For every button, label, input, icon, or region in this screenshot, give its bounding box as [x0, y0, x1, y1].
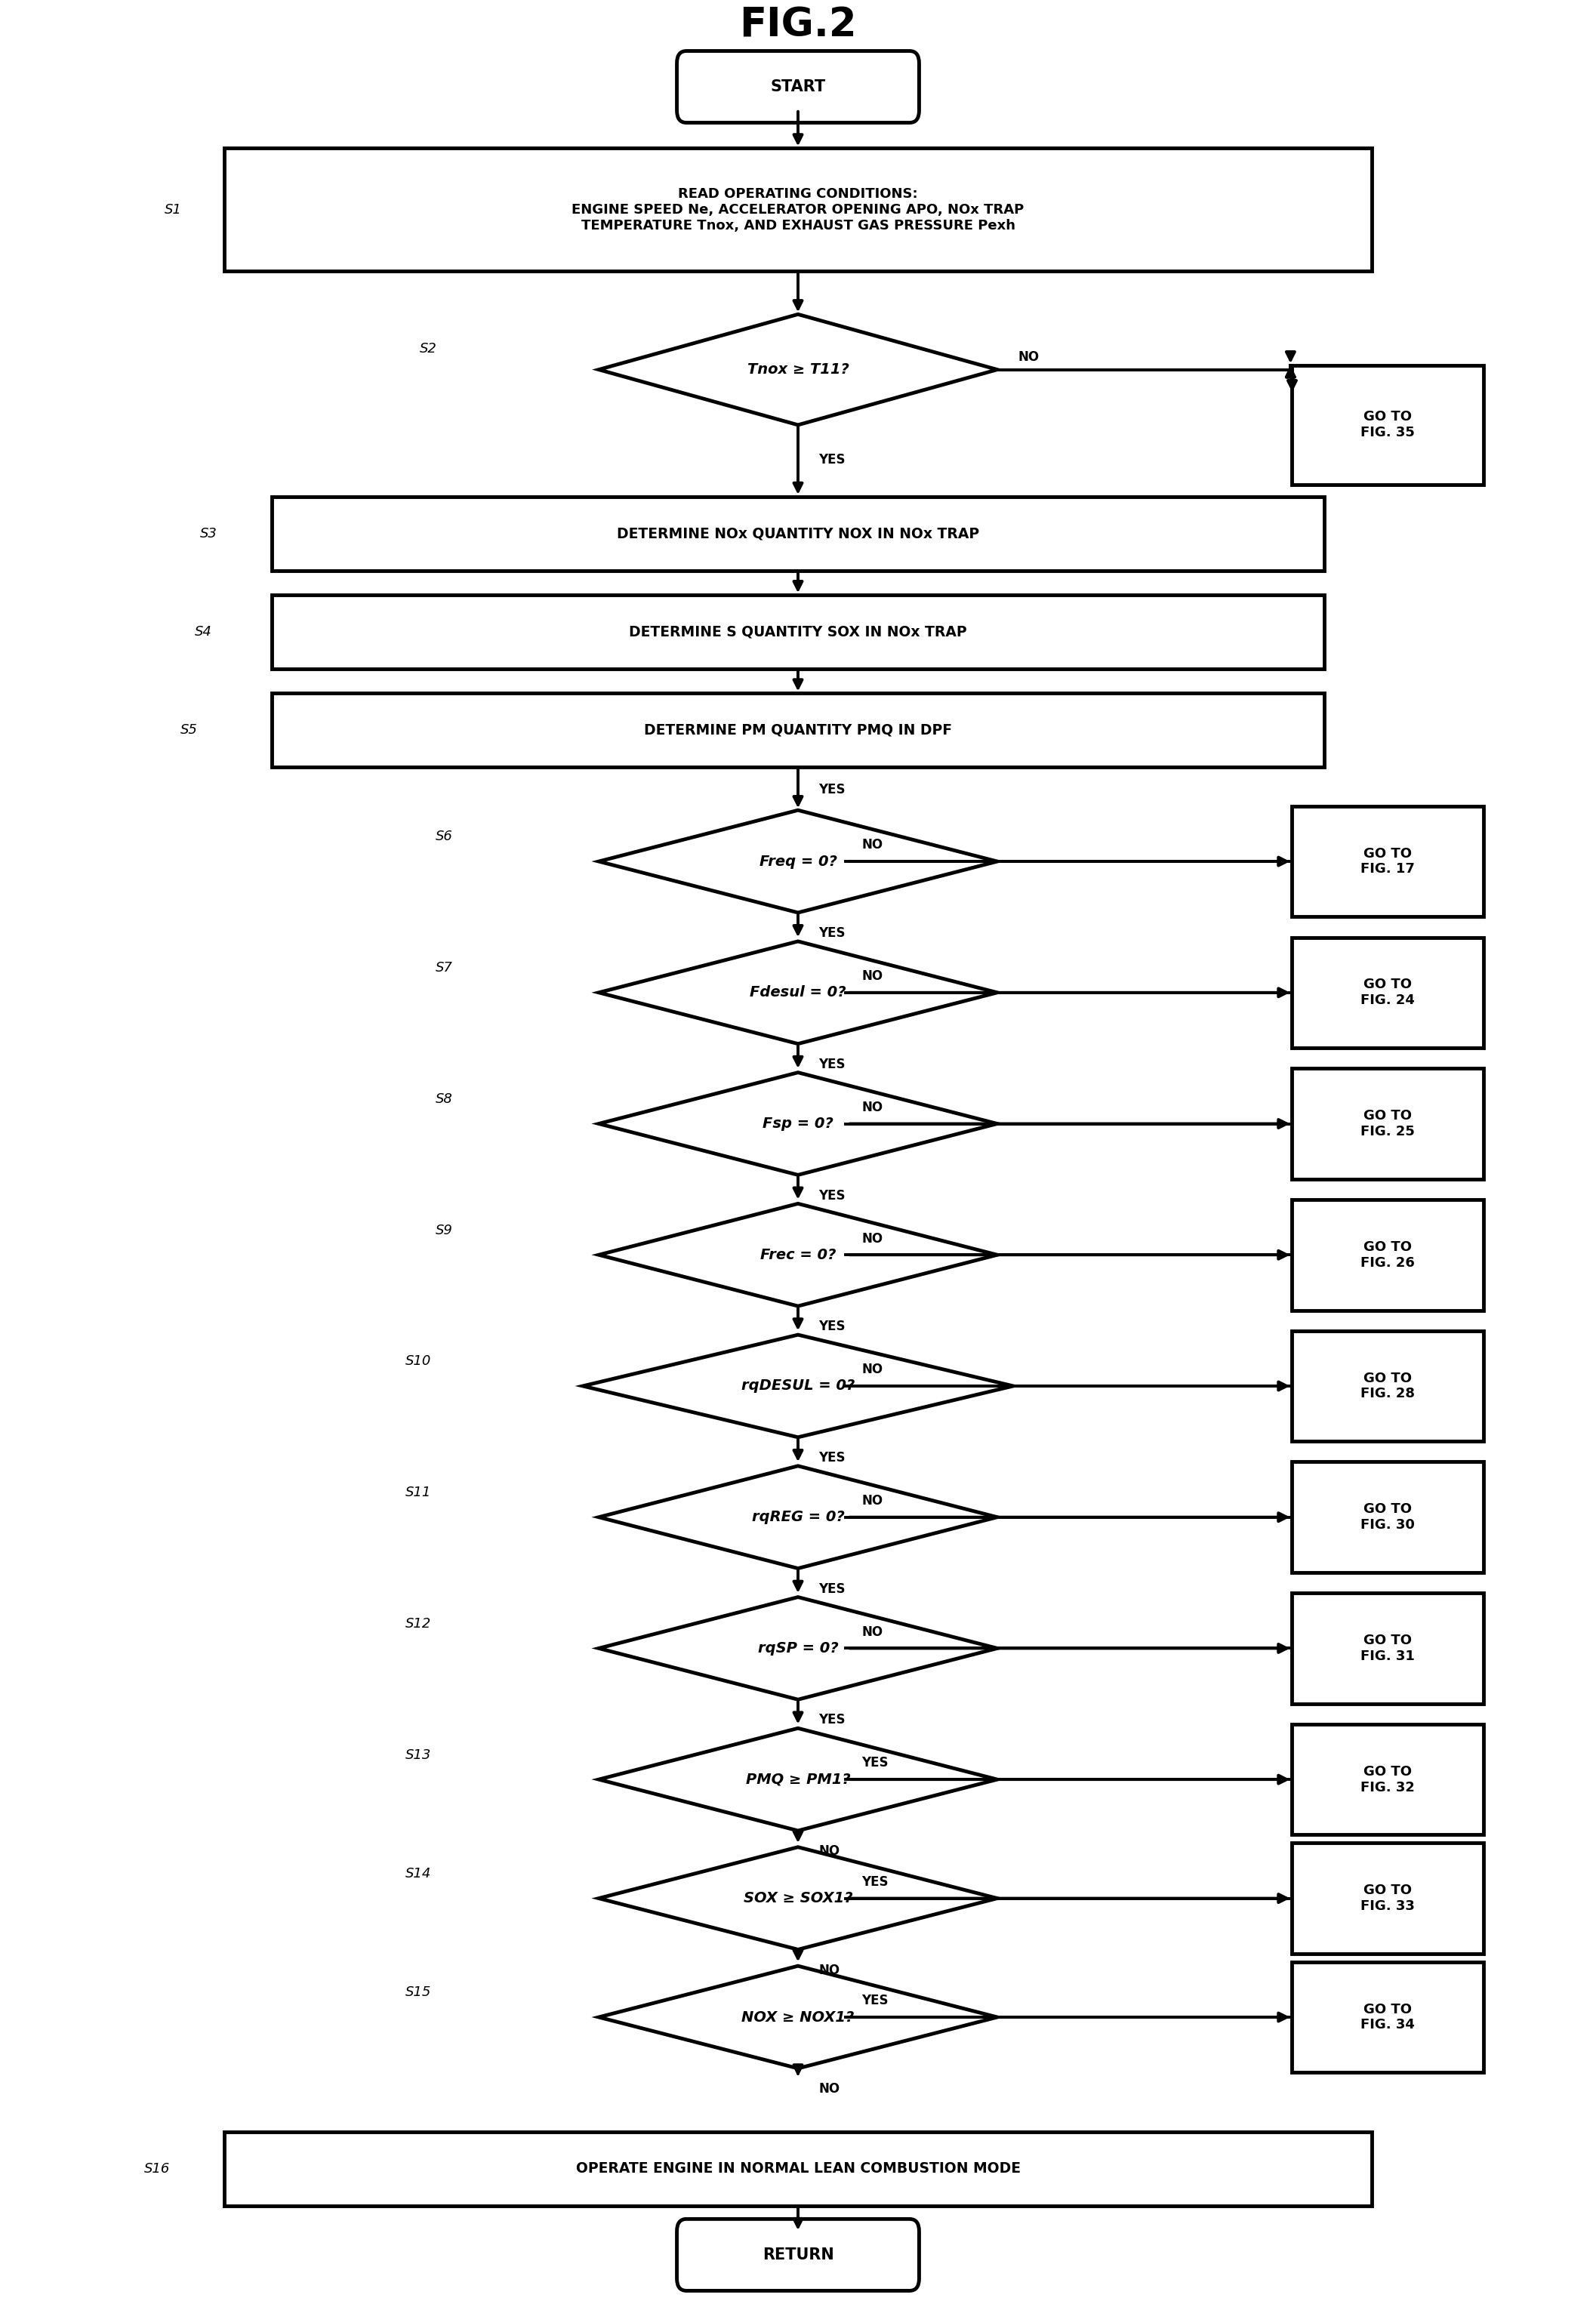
Bar	[1293, 366, 1483, 486]
Text: NOX ≥ NOX1?: NOX ≥ NOX1?	[742, 2011, 854, 2025]
Text: GO TO
FIG. 30: GO TO FIG. 30	[1361, 1503, 1416, 1532]
Bar	[1293, 1963, 1483, 2073]
Text: DETERMINE S QUANTITY SOX IN NOx TRAP: DETERMINE S QUANTITY SOX IN NOx TRAP	[629, 626, 967, 640]
Text: S10: S10	[405, 1355, 431, 1369]
Polygon shape	[598, 315, 998, 426]
Text: rqSP = 0?: rqSP = 0?	[758, 1641, 838, 1654]
Text: START: START	[771, 78, 825, 94]
Text: S16: S16	[144, 2163, 171, 2177]
Text: YES: YES	[819, 927, 846, 939]
Text: S12: S12	[405, 1618, 431, 1631]
Bar	[271, 596, 1325, 670]
Polygon shape	[598, 1597, 998, 1700]
Text: DETERMINE NOx QUANTITY NOX IN NOx TRAP: DETERMINE NOx QUANTITY NOX IN NOx TRAP	[616, 527, 980, 541]
Text: YES: YES	[819, 1452, 846, 1463]
Text: NO: NO	[862, 1231, 883, 1245]
Text: GO TO
FIG. 26: GO TO FIG. 26	[1361, 1240, 1416, 1270]
Text: Tnox ≥ T11?: Tnox ≥ T11?	[747, 364, 849, 377]
Text: NO: NO	[862, 1625, 883, 1638]
Polygon shape	[598, 1072, 998, 1176]
Polygon shape	[598, 1848, 998, 1949]
Polygon shape	[598, 1728, 998, 1832]
Text: NO: NO	[862, 1100, 883, 1114]
Bar	[1293, 1330, 1483, 1440]
Text: S6: S6	[436, 831, 453, 844]
Text: NO: NO	[862, 969, 883, 983]
Text: S7: S7	[436, 962, 453, 976]
Bar	[1293, 1461, 1483, 1572]
Text: Frec = 0?: Frec = 0?	[760, 1247, 836, 1261]
Text: S5: S5	[180, 723, 198, 736]
Text: GO TO
FIG. 31: GO TO FIG. 31	[1361, 1634, 1416, 1664]
Text: S11: S11	[405, 1486, 431, 1500]
Bar	[1293, 1723, 1483, 1834]
Text: GO TO
FIG. 17: GO TO FIG. 17	[1361, 847, 1416, 877]
Text: Freq = 0?: Freq = 0?	[760, 854, 836, 867]
Polygon shape	[598, 941, 998, 1045]
Text: GO TO
FIG. 35: GO TO FIG. 35	[1361, 410, 1416, 439]
Polygon shape	[598, 1466, 998, 1569]
Text: NO: NO	[819, 1963, 839, 1977]
Text: READ OPERATING CONDITIONS:
ENGINE SPEED Ne, ACCELERATOR OPENING APO, NOx TRAP
TE: READ OPERATING CONDITIONS: ENGINE SPEED …	[571, 186, 1025, 232]
Text: S9: S9	[436, 1224, 453, 1238]
Bar	[1293, 937, 1483, 1047]
Bar	[1293, 1068, 1483, 1178]
Text: YES: YES	[819, 1583, 846, 1595]
Text: S8: S8	[436, 1093, 453, 1107]
Text: YES: YES	[862, 1995, 889, 2006]
Text: GO TO
FIG. 24: GO TO FIG. 24	[1361, 978, 1416, 1008]
Bar	[271, 497, 1325, 571]
Polygon shape	[598, 1203, 998, 1307]
Text: S13: S13	[405, 1749, 431, 1763]
Text: OPERATE ENGINE IN NORMAL LEAN COMBUSTION MODE: OPERATE ENGINE IN NORMAL LEAN COMBUSTION…	[576, 2161, 1020, 2177]
Bar	[1293, 805, 1483, 916]
Bar	[1293, 1199, 1483, 1309]
Text: Fdesul = 0?: Fdesul = 0?	[750, 985, 846, 999]
Text: NO: NO	[862, 838, 883, 851]
Text: GO TO
FIG. 34: GO TO FIG. 34	[1361, 2002, 1416, 2032]
Text: YES: YES	[862, 1875, 889, 1889]
Text: FIG.2: FIG.2	[739, 5, 857, 46]
Text: YES: YES	[819, 1058, 846, 1070]
Text: YES: YES	[862, 1756, 889, 1769]
Text: NO: NO	[862, 1362, 883, 1376]
Text: NO: NO	[1018, 350, 1039, 364]
Text: Fsp = 0?: Fsp = 0?	[763, 1116, 833, 1130]
Text: S2: S2	[420, 343, 437, 357]
Text: GO TO
FIG. 33: GO TO FIG. 33	[1361, 1885, 1416, 1912]
FancyBboxPatch shape	[677, 2218, 919, 2292]
Text: NO: NO	[819, 2082, 839, 2096]
Text: YES: YES	[819, 1190, 846, 1201]
Text: rqREG = 0?: rqREG = 0?	[752, 1509, 844, 1523]
Bar	[223, 147, 1373, 272]
Text: S14: S14	[405, 1866, 431, 1880]
Bar	[1293, 1843, 1483, 1954]
Text: S1: S1	[164, 202, 182, 216]
Text: YES: YES	[819, 453, 846, 467]
Text: NO: NO	[819, 1845, 839, 1857]
FancyBboxPatch shape	[677, 51, 919, 122]
Text: DETERMINE PM QUANTITY PMQ IN DPF: DETERMINE PM QUANTITY PMQ IN DPF	[643, 723, 953, 736]
Text: RETURN: RETURN	[763, 2248, 833, 2262]
Text: NO: NO	[862, 1493, 883, 1507]
Polygon shape	[598, 810, 998, 913]
Text: YES: YES	[819, 1714, 846, 1726]
Polygon shape	[598, 1965, 998, 2069]
Text: GO TO
FIG. 28: GO TO FIG. 28	[1360, 1371, 1416, 1401]
Text: YES: YES	[819, 1321, 846, 1332]
Text: PMQ ≥ PM1?: PMQ ≥ PM1?	[745, 1772, 851, 1786]
Bar	[271, 693, 1325, 766]
Bar	[1293, 1592, 1483, 1703]
Text: S15: S15	[405, 1986, 431, 2000]
Text: S4: S4	[195, 626, 212, 640]
Bar	[223, 2133, 1373, 2207]
Text: YES: YES	[819, 782, 846, 796]
Polygon shape	[583, 1335, 1013, 1438]
Text: S3: S3	[200, 527, 217, 541]
Text: GO TO
FIG. 25: GO TO FIG. 25	[1361, 1109, 1416, 1139]
Text: GO TO
FIG. 32: GO TO FIG. 32	[1361, 1765, 1416, 1795]
Text: SOX ≥ SOX1?: SOX ≥ SOX1?	[744, 1891, 852, 1905]
Text: rqDESUL = 0?: rqDESUL = 0?	[741, 1378, 855, 1392]
